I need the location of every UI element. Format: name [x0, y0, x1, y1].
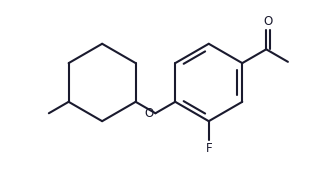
Text: O: O [263, 15, 273, 28]
Text: F: F [205, 142, 212, 155]
Text: O: O [144, 107, 154, 120]
